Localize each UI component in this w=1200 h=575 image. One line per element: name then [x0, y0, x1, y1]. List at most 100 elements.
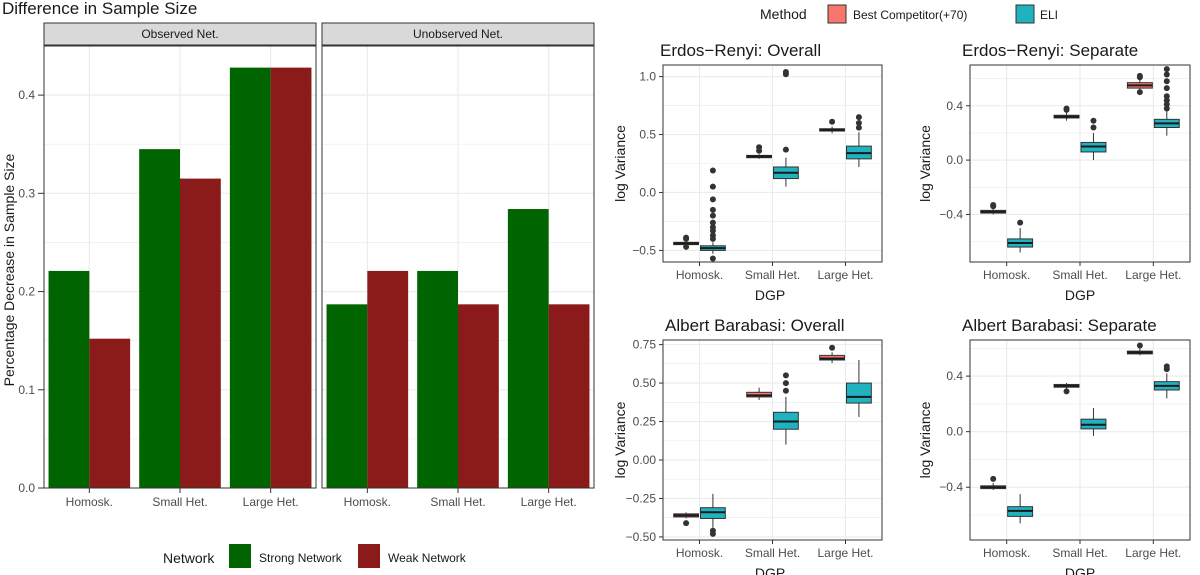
box-y-tick-label: 0.0	[946, 425, 963, 439]
box-panel-border	[662, 64, 883, 263]
box-eli-outlier	[1090, 117, 1097, 124]
bar-x-tick-label: Small Het.	[152, 495, 207, 509]
bar-weak-network	[89, 338, 131, 488]
box-x-axis-label: DGP	[755, 287, 785, 303]
box-panel-title: Albert Barabasi: Overall	[665, 316, 845, 335]
bar-chart-title: Difference in Sample Size	[2, 0, 197, 18]
box-eli-outlier	[1090, 124, 1097, 131]
box-y-axis-label: log Variance	[612, 125, 628, 202]
box-competitor-outlier	[1063, 388, 1070, 395]
box-y-axis-label: log Variance	[612, 401, 628, 478]
box-eli-outlier	[782, 372, 789, 379]
bar-y-tick-label: 0.3	[18, 186, 35, 200]
box-eli-outlier	[855, 124, 862, 131]
box-y-tick-label: −0.5	[632, 243, 656, 257]
box-competitor-outlier	[683, 234, 690, 241]
bar-legend-title: Network	[163, 550, 215, 566]
box-eli-outlier	[1163, 71, 1170, 78]
box-x-tick-label: Small Het.	[745, 546, 800, 560]
box-eli-outlier	[1163, 66, 1170, 73]
box-eli-outlier	[709, 196, 716, 203]
box-x-tick-label: Small Het.	[745, 268, 800, 282]
legend-label-strong-network: Strong Network	[259, 551, 343, 565]
box-y-tick-label: −0.50	[626, 530, 657, 544]
bar-weak-network	[367, 270, 409, 488]
box-competitor-outlier	[990, 201, 997, 208]
box-eli-outlier	[855, 119, 862, 126]
box-competitor-outlier	[1136, 89, 1143, 96]
bar-x-tick-label: Large Het.	[521, 495, 577, 509]
box-x-tick-label: Small Het.	[1052, 546, 1107, 560]
facet-panel-border	[321, 45, 595, 489]
box-y-tick-label: 0.4	[946, 99, 963, 113]
box-x-tick-label: Homosk.	[676, 546, 723, 560]
bar-y-axis-label: Percentage Decrease in Sample Size	[1, 153, 17, 386]
legend-key-eli	[1015, 4, 1035, 24]
facet-strip-label: Observed Net.	[141, 27, 218, 41]
box-competitor-outlier	[683, 520, 690, 527]
box-x-tick-label: Large Het.	[1125, 268, 1181, 282]
bar-strong-network	[417, 270, 458, 488]
box-panel-title: Erdos−Renyi: Overall	[660, 41, 821, 60]
bar-weak-network	[548, 304, 590, 488]
box-competitor-outlier	[756, 144, 763, 151]
box-y-tick-label: −0.4	[939, 207, 963, 221]
box-panel: Albert Barabasi: Overall DGP log Variance −…	[612, 316, 883, 575]
box-eli-outlier	[709, 232, 716, 239]
box-panel-border	[662, 339, 883, 541]
box-eli-outlier	[782, 68, 789, 75]
box-y-axis-label: log Variance	[917, 125, 933, 202]
box-eli-outlier	[1163, 363, 1170, 370]
box-eli-outlier	[709, 183, 716, 190]
bar-strong-network	[229, 67, 271, 488]
box-y-tick-label: 0.0	[639, 185, 656, 199]
box-eli-outlier	[709, 167, 716, 174]
bar-x-tick-label: Large Het.	[243, 495, 299, 509]
box-x-tick-label: Large Het.	[1125, 546, 1181, 560]
facet-panel-border	[43, 45, 317, 489]
box-competitor-outlier	[990, 475, 997, 482]
box-eli	[846, 382, 872, 404]
legend-key-best-competitor	[827, 4, 847, 24]
box-eli-outlier	[1163, 78, 1170, 85]
box-y-tick-label: 0.25	[633, 415, 657, 429]
box-eli-outlier	[782, 387, 789, 394]
box-eli-outlier	[782, 380, 789, 387]
bar-weak-network	[458, 304, 499, 488]
box-panel: Albert Barabasi: Separate DGP log Variance…	[917, 316, 1191, 575]
box-x-tick-label: Small Het.	[1052, 268, 1107, 282]
box-competitor-outlier	[683, 243, 690, 250]
box-y-tick-label: 0.00	[633, 453, 657, 467]
box-competitor-outlier	[829, 344, 836, 351]
facet-strip	[43, 22, 317, 46]
legend-label-best-competitor: Best Competitor(+70)	[853, 8, 967, 22]
box-y-axis-label: log Variance	[917, 401, 933, 478]
box-eli-outlier	[855, 114, 862, 121]
box-y-tick-label: 0.5	[639, 128, 656, 142]
box-legend-title: Method	[760, 6, 807, 22]
box-competitor-outlier	[1063, 105, 1070, 112]
box-x-axis-label: DGP	[755, 565, 785, 575]
bar-chart: 0.0 0.1 0.2 0.3 0.4 Observed Net. Homosk. Small…	[18, 22, 595, 509]
box-y-tick-label: 0.4	[946, 369, 963, 383]
bar-y-tick-label: 0.4	[18, 88, 35, 102]
bar-strong-network	[139, 149, 180, 488]
box-x-axis-label: DGP	[1065, 565, 1095, 575]
box-x-tick-label: Homosk.	[676, 268, 723, 282]
box-x-axis-label: DGP	[1065, 287, 1095, 303]
box-eli-outlier	[709, 206, 716, 213]
facet-strip	[321, 22, 595, 46]
bar-x-tick-label: Homosk.	[344, 495, 391, 509]
box-legend: Method Best Competitor(+70) ELI	[760, 4, 1058, 24]
bar-weak-network	[180, 178, 221, 488]
bar-strong-network	[48, 270, 90, 488]
legend-label-weak-network: Weak Network	[388, 551, 467, 565]
box-competitor-outlier	[829, 118, 836, 125]
bar-strong-network	[326, 304, 368, 488]
box-y-tick-label: 0.0	[946, 153, 963, 167]
box-x-tick-label: Large Het.	[817, 546, 873, 560]
box-y-tick-label: 1.0	[639, 70, 656, 84]
bar-y-tick-label: 0.1	[18, 383, 35, 397]
box-y-tick-label: −0.25	[626, 491, 657, 505]
